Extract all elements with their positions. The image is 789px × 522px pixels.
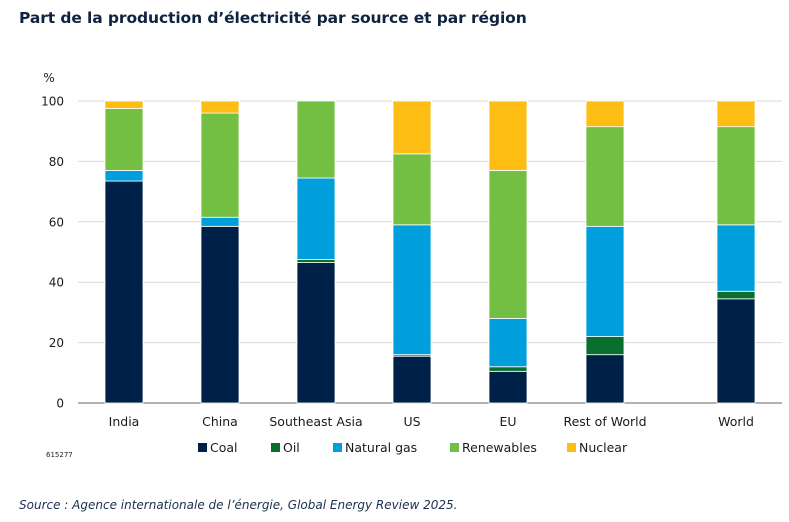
legend-swatch-natural-gas xyxy=(333,443,342,452)
bar-india-natural-gas xyxy=(104,170,144,182)
legend-swatch-coal xyxy=(198,443,207,452)
bar-rest-of-world-oil xyxy=(585,336,625,356)
bar-world-renewables xyxy=(716,126,756,226)
bar-world-natural-gas xyxy=(716,224,756,292)
bar-china-natural-gas xyxy=(200,216,240,227)
y-tick-label-100: 100 xyxy=(41,95,64,109)
y-tick-label-80: 80 xyxy=(49,155,64,169)
y-tick-label-20: 20 xyxy=(49,336,64,350)
bar-eu-oil xyxy=(488,366,528,372)
bar-us-renewables xyxy=(392,153,432,226)
y-tick-label-40: 40 xyxy=(49,276,64,290)
legend-label-renewables: Renewables xyxy=(462,440,537,455)
bar-us-nuclear xyxy=(392,100,432,155)
source-note: Source : Agence internationale de l’éner… xyxy=(19,498,458,512)
bar-world-coal xyxy=(716,298,756,404)
bar-rest-of-world-nuclear xyxy=(585,100,625,128)
bar-india-coal xyxy=(104,180,144,404)
x-tick-label-us: US xyxy=(403,414,420,429)
bar-rest-of-world-coal xyxy=(585,354,625,404)
bar-china-nuclear xyxy=(200,100,240,114)
figure-code: 615277 xyxy=(46,451,73,459)
bar-china-renewables xyxy=(200,112,240,218)
bar-world-nuclear xyxy=(716,100,756,128)
legend-label-natural-gas: Natural gas xyxy=(345,440,417,455)
bar-china-coal xyxy=(200,225,240,404)
bar-rest-of-world-renewables xyxy=(585,126,625,227)
bar-southeast-asia-coal xyxy=(296,262,336,404)
bar-southeast-asia-natural-gas xyxy=(296,177,336,260)
x-tick-label-china: China xyxy=(202,414,238,429)
bar-india-renewables xyxy=(104,108,144,171)
x-tick-label-rest-of-world: Rest of World xyxy=(563,414,646,429)
bar-southeast-asia-oil xyxy=(296,259,336,263)
y-tick-label-60: 60 xyxy=(49,215,64,229)
bar-rest-of-world-natural-gas xyxy=(585,225,625,337)
bar-eu-renewables xyxy=(488,170,528,319)
chart-title: Part de la production d’électricité par … xyxy=(19,9,527,27)
stacked-bar-chart: % 0 20 40 60 80 100 India China Southeast Asia U… xyxy=(41,71,782,455)
legend-swatch-renewables xyxy=(450,443,459,452)
legend-swatch-oil xyxy=(271,443,280,452)
bar-eu-coal xyxy=(488,370,528,404)
x-tick-label-india: India xyxy=(109,414,140,429)
bar-eu-nuclear xyxy=(488,100,528,171)
legend-label-coal: Coal xyxy=(210,440,238,455)
legend-label-nuclear: Nuclear xyxy=(579,440,628,455)
bar-world-oil xyxy=(716,290,756,300)
bar-us-coal xyxy=(392,355,432,404)
bar-us-natural-gas xyxy=(392,224,432,356)
y-tick-label-0: 0 xyxy=(56,397,64,411)
x-tick-label-southeast-asia: Southeast Asia xyxy=(269,414,362,429)
bar-southeast-asia-renewables xyxy=(296,100,336,179)
x-tick-label-eu: EU xyxy=(499,414,516,429)
legend-label-oil: Oil xyxy=(283,440,300,455)
bar-eu-natural-gas xyxy=(488,318,528,368)
x-tick-label-world: World xyxy=(718,414,754,429)
legend-swatch-nuclear xyxy=(567,443,576,452)
bar-india-nuclear xyxy=(104,100,144,109)
y-axis-label: % xyxy=(43,71,54,85)
